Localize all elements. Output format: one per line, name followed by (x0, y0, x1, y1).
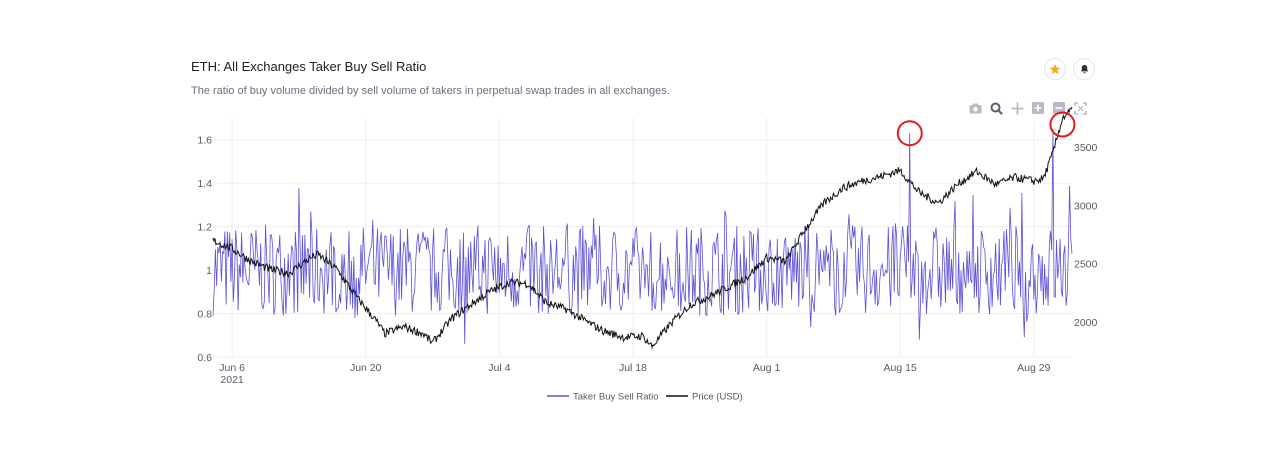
x-tick-label: Aug 1 (753, 362, 781, 374)
legend-label-price[interactable]: Price (USD) (692, 392, 743, 403)
y-right-tick-label: 3500 (1074, 142, 1098, 154)
autoscale-icon[interactable] (1073, 101, 1087, 115)
x-tick-sublabel: 2021 (220, 374, 244, 386)
y-left-tick-label: 1 (206, 265, 212, 277)
x-tick-label: Jul 18 (619, 362, 647, 374)
x-tick-label: Jun 6 (219, 362, 245, 374)
y-right-tick-label: 3000 (1074, 200, 1098, 212)
highlight-circle (896, 120, 923, 147)
chart-title: ETH: All Exchanges Taker Buy Sell Ratio (191, 59, 427, 74)
chart-toolbar (968, 100, 1087, 116)
bell-icon (1080, 64, 1088, 73)
y-left-tick-label: 0.8 (197, 309, 212, 321)
x-tick-label: Jun 20 (350, 362, 382, 374)
pan-icon[interactable] (1010, 101, 1024, 115)
camera-icon[interactable] (968, 101, 982, 115)
y-left-tick-label: 1.2 (197, 222, 212, 234)
zoom-icon[interactable] (989, 101, 1003, 115)
favorite-button[interactable] (1044, 58, 1066, 80)
x-tick-label: Jul 4 (488, 362, 510, 374)
star-icon (1049, 64, 1061, 74)
y-right-tick-label: 2000 (1074, 317, 1098, 329)
zoom-out-icon[interactable] (1052, 101, 1066, 115)
series-ratio-line (212, 128, 1073, 345)
zoom-in-icon[interactable] (1031, 101, 1045, 115)
x-tick-label: Aug 29 (1017, 362, 1050, 374)
chart-subtitle: The ratio of buy volume divided by sell … (191, 85, 670, 97)
alert-button[interactable] (1073, 58, 1095, 80)
y-left-tick-label: 1.6 (197, 135, 212, 147)
legend-label-ratio[interactable]: Taker Buy Sell Ratio (573, 392, 659, 403)
x-tick-label: Aug 15 (884, 362, 917, 374)
y-left-tick-label: 1.4 (197, 178, 212, 190)
series-price-line (212, 106, 1073, 350)
y-right-tick-label: 2500 (1074, 259, 1098, 271)
y-left-tick-label: 0.6 (197, 352, 212, 364)
highlight-circle (1049, 111, 1076, 138)
